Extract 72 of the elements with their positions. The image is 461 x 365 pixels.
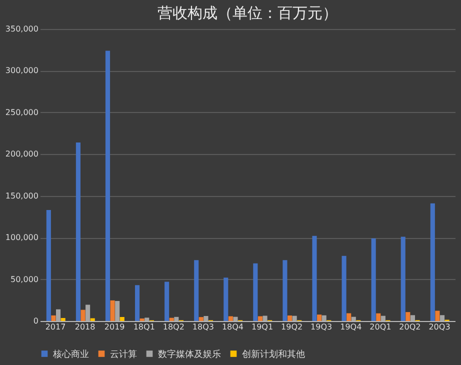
x-tick-label: 19Q3 xyxy=(310,322,332,332)
x-tick-label: 19Q2 xyxy=(281,322,303,332)
bar xyxy=(430,203,435,321)
y-tick-label: 100,000 xyxy=(5,233,38,242)
x-tick-label: 2018 xyxy=(74,322,96,332)
bar xyxy=(198,317,204,321)
x-tick-label: 18Q2 xyxy=(162,322,184,332)
bar xyxy=(135,285,140,321)
bar xyxy=(60,318,66,321)
y-tick-label: 150,000 xyxy=(5,191,38,200)
bar xyxy=(292,316,297,321)
y-tick-label: 0 xyxy=(33,316,38,326)
chart-title: 营收构成（单位：百万元） xyxy=(158,4,338,22)
bar xyxy=(86,304,90,321)
bar xyxy=(282,260,288,321)
bar xyxy=(400,236,406,321)
bar xyxy=(253,263,258,321)
x-tick-label: 20Q2 xyxy=(399,322,421,332)
bar xyxy=(144,318,150,321)
x-tick-label: 18Q3 xyxy=(192,322,214,332)
legend-label: 数字媒体及娱乐 xyxy=(158,348,221,360)
bar xyxy=(380,316,386,321)
x-tick-label: 18Q4 xyxy=(222,322,244,332)
bar xyxy=(371,238,376,321)
x-tick-label: 18Q1 xyxy=(133,322,155,332)
y-tick-label: 350,000 xyxy=(5,24,38,34)
bar xyxy=(194,260,199,321)
bar xyxy=(105,50,110,321)
bar xyxy=(115,300,120,321)
bar xyxy=(90,318,95,321)
bar xyxy=(76,142,80,321)
y-tick-label: 50,000 xyxy=(10,274,38,284)
bar xyxy=(233,316,238,321)
bar xyxy=(351,316,356,321)
bar xyxy=(317,314,322,321)
bar xyxy=(410,315,415,321)
bar xyxy=(322,315,326,321)
bar xyxy=(435,310,440,321)
bar xyxy=(51,315,56,321)
y-tick-label: 250,000 xyxy=(5,108,38,117)
bar xyxy=(46,210,51,321)
bar xyxy=(342,256,346,321)
bar xyxy=(120,316,124,321)
x-tick-label: 20Q3 xyxy=(428,322,450,332)
legend-label: 云计算 xyxy=(110,348,137,360)
bar xyxy=(224,278,228,321)
bar xyxy=(169,318,174,321)
bar xyxy=(406,312,410,321)
bar xyxy=(262,316,268,321)
bar xyxy=(204,316,208,321)
bar xyxy=(228,316,233,321)
bar xyxy=(174,316,179,321)
bar xyxy=(346,313,352,321)
x-tick-label: 19Q4 xyxy=(340,322,362,332)
bar xyxy=(258,316,263,321)
bar xyxy=(376,313,381,321)
bar xyxy=(140,318,144,321)
x-tick-label: 20Q1 xyxy=(370,322,392,332)
x-tick-label: 2019 xyxy=(104,322,125,332)
x-tick-label: 19Q1 xyxy=(251,322,274,332)
bar xyxy=(287,315,292,321)
y-tick-label: 200,000 xyxy=(5,150,38,159)
bar xyxy=(110,300,115,321)
legend-label: 创新计划和其他 xyxy=(242,348,305,360)
y-tick-label: 300,000 xyxy=(5,66,38,76)
bar xyxy=(80,310,86,321)
bar xyxy=(56,309,61,321)
bar xyxy=(440,315,445,321)
x-tick-label: 2017 xyxy=(45,322,66,332)
bar xyxy=(164,282,170,321)
legend-label: 核心商业 xyxy=(52,348,89,360)
bar xyxy=(312,236,317,321)
